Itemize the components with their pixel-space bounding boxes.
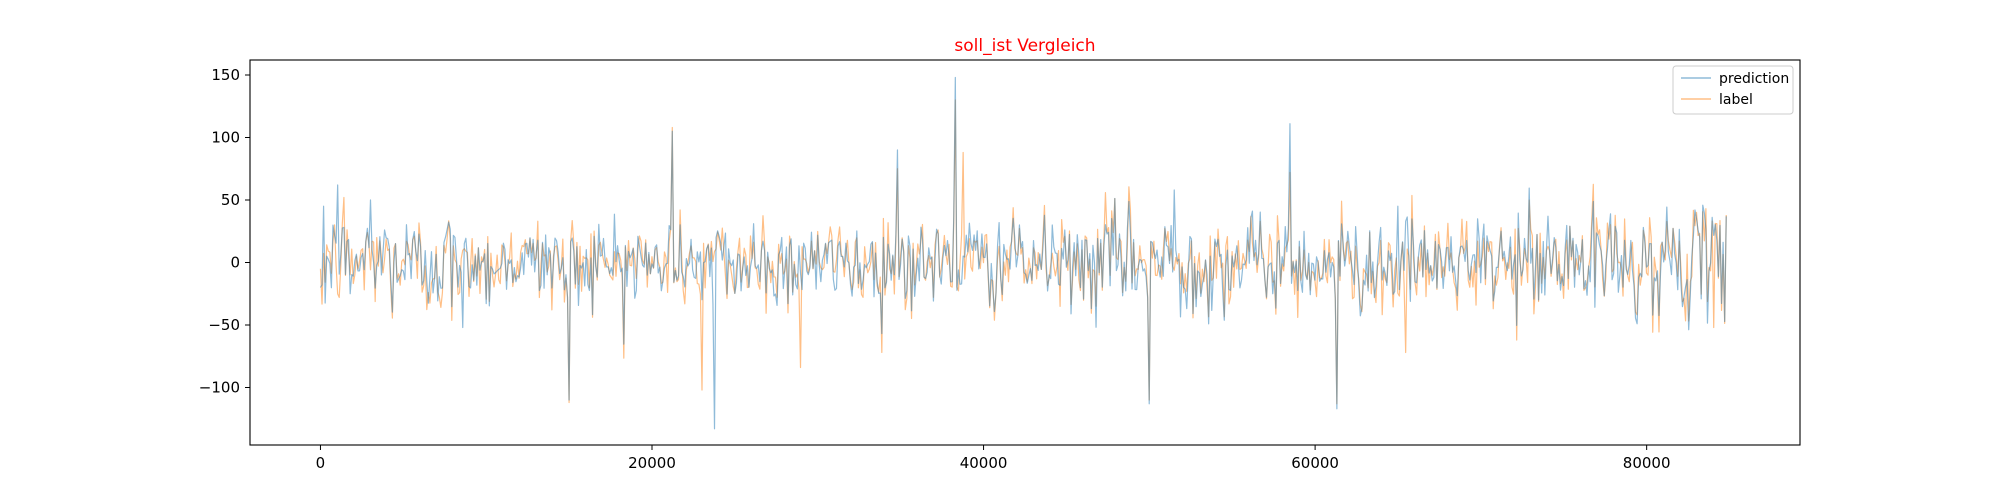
y-tick-label: 150 bbox=[211, 66, 240, 84]
y-tick-label: 100 bbox=[211, 129, 240, 147]
x-tick-label: 40000 bbox=[960, 454, 1008, 472]
x-tick-label: 80000 bbox=[1623, 454, 1671, 472]
legend-label-prediction: prediction bbox=[1719, 71, 1789, 87]
chart-title: soll_ist Vergleich bbox=[954, 36, 1095, 56]
series-line-prediction bbox=[319, 76, 1727, 430]
axes-layer: 0 20000 40000 60000 80000 −100 −50 0 50 100 150 bbox=[199, 66, 1671, 472]
x-tick-label: 20000 bbox=[628, 454, 676, 472]
x-tick-label: 60000 bbox=[1291, 454, 1339, 472]
series-layer bbox=[319, 76, 1727, 430]
plot-area-frame bbox=[249, 59, 1801, 446]
y-tick-label: 50 bbox=[221, 191, 240, 209]
legend: prediction label bbox=[1672, 65, 1794, 115]
y-tick-label: −50 bbox=[208, 316, 240, 334]
x-tick-label: 0 bbox=[316, 454, 326, 472]
y-tick-label: −100 bbox=[199, 379, 240, 397]
legend-label-label: label bbox=[1719, 92, 1753, 108]
y-tick-label: 0 bbox=[230, 254, 240, 272]
